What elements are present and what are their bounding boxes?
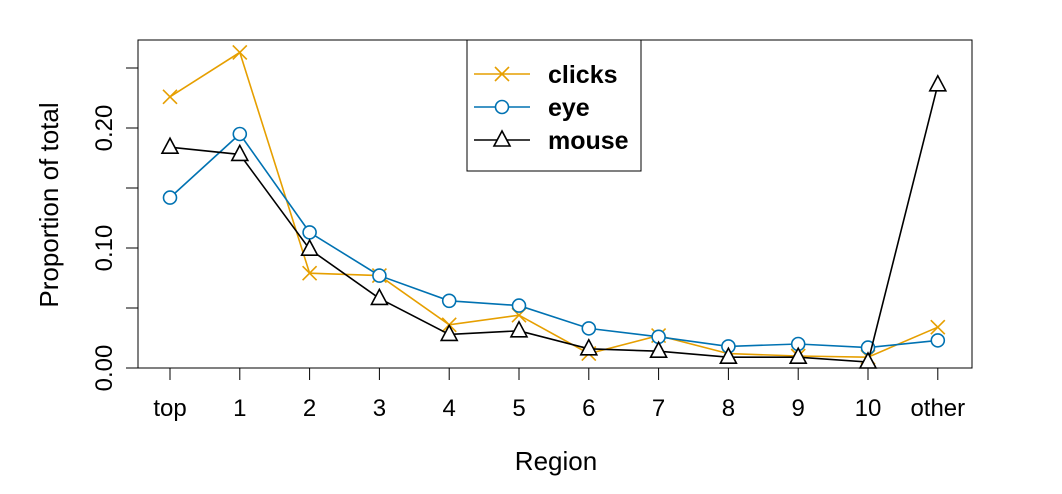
data-point-mouse bbox=[160, 136, 180, 154]
x-tick-label: 4 bbox=[443, 395, 456, 422]
x-tick-label: 10 bbox=[855, 395, 882, 422]
data-point-eye bbox=[441, 293, 457, 309]
data-point-mouse bbox=[788, 346, 808, 365]
x-tick-label: 5 bbox=[512, 395, 525, 422]
data-point-eye bbox=[302, 225, 317, 240]
x-tick-label: 8 bbox=[722, 395, 735, 422]
y-tick-label: 0.20 bbox=[91, 105, 118, 152]
series-line-clicks bbox=[169, 51, 939, 359]
series-line-eye bbox=[169, 132, 938, 349]
data-point-mouse bbox=[230, 143, 250, 162]
y-axis-title: Proportion of total bbox=[34, 102, 64, 307]
data-point-mouse bbox=[649, 340, 668, 359]
data-point-clicks bbox=[302, 265, 318, 281]
x-tick-label: other bbox=[910, 395, 965, 422]
data-point-mouse bbox=[579, 338, 599, 356]
x-tick-label: 1 bbox=[233, 395, 246, 422]
data-point-mouse bbox=[300, 238, 319, 256]
x-tick-label: 7 bbox=[652, 395, 665, 422]
data-point-clicks bbox=[232, 44, 248, 60]
data-point-mouse bbox=[439, 323, 459, 342]
data-point-clicks bbox=[162, 89, 178, 105]
x-tick-label: top bbox=[153, 395, 186, 422]
x-tick-label: 9 bbox=[792, 395, 805, 422]
data-point-mouse bbox=[509, 320, 529, 338]
data-point-mouse bbox=[858, 351, 878, 369]
data-point-eye bbox=[930, 333, 946, 348]
legend-label-mouse: mouse bbox=[548, 127, 629, 155]
data-point-mouse bbox=[719, 346, 738, 365]
x-tick-label: 2 bbox=[303, 395, 316, 422]
y-tick-label: 0.00 bbox=[91, 345, 118, 392]
data-point-mouse bbox=[928, 74, 948, 92]
legend-marker-mouse bbox=[492, 129, 512, 147]
data-point-eye bbox=[581, 321, 597, 336]
legend-marker-eye bbox=[494, 99, 510, 115]
series-line-mouse bbox=[169, 84, 939, 363]
data-point-eye bbox=[162, 190, 178, 205]
legend-label-eye: eye bbox=[548, 94, 590, 122]
x-axis-title: Region bbox=[515, 446, 597, 476]
data-point-mouse bbox=[370, 287, 389, 306]
data-point-eye bbox=[511, 298, 527, 313]
data-point-eye bbox=[232, 126, 248, 142]
data-point-clicks bbox=[930, 319, 946, 335]
y-tick-label: 0.10 bbox=[91, 225, 118, 272]
data-point-eye bbox=[372, 268, 387, 283]
x-tick-label: 3 bbox=[373, 395, 386, 422]
legend-marker-clicks bbox=[494, 66, 510, 82]
x-tick-label: 6 bbox=[582, 395, 595, 422]
legend-label-clicks: clicks bbox=[548, 61, 618, 89]
